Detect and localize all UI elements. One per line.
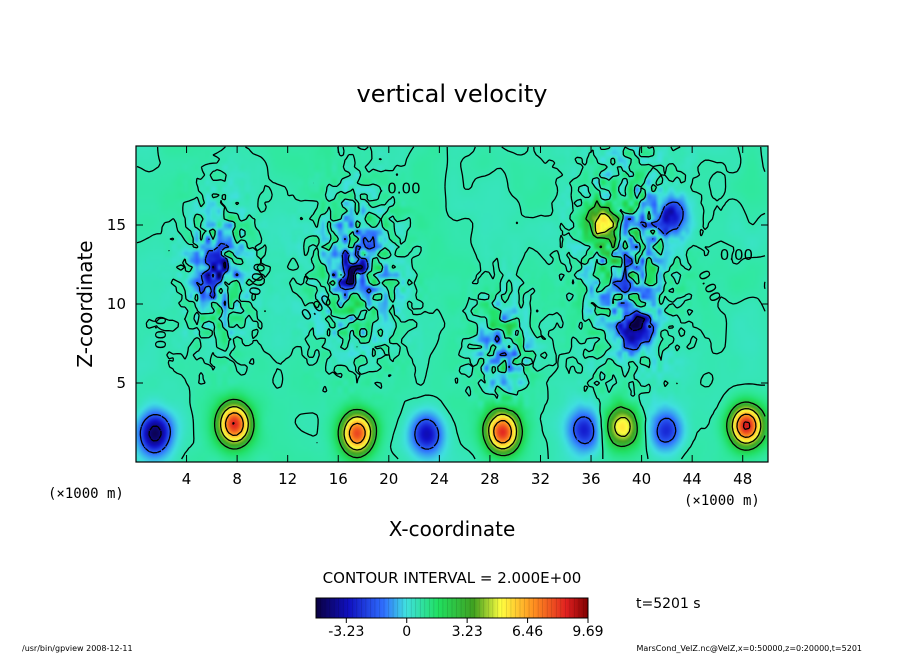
colorbar-ramp [315,597,589,619]
x-tick-label: 40 [632,470,651,488]
x-tick-label: 16 [329,470,348,488]
y-tick-label: 5 [116,374,126,392]
time-label: t=5201 s [636,596,701,612]
colorbar-ticks: -3.23 0 3.23 6.46 9.69 [328,618,604,640]
x-tick-label: 4 [182,470,192,488]
x-tick-label: 32 [531,470,550,488]
x-tick-label: 28 [480,470,499,488]
x-tick-label: 12 [278,470,297,488]
y-axis-label: Z-coordinate [73,240,97,367]
footer-left: /usr/bin/gpview 2008-12-11 [22,644,133,653]
contour-level [224,412,757,445]
contour-lines [136,146,766,460]
contour-level [139,201,684,454]
colorbar-stripes [320,598,584,618]
x-units-left: (×1000 m) [48,486,124,502]
contour-label: 0.00 [246,261,270,297]
colorbar-tick-label: 6.46 [512,624,543,640]
contour-level [219,213,762,451]
x-tick-label: 24 [430,470,449,488]
colorbar-tick-label: -3.23 [328,624,364,640]
contour-label: 0.00 [151,316,169,349]
contour-level [213,200,766,459]
contour-level [148,261,646,442]
y-axis: 5 10 15 [107,216,768,392]
x-tick-label: 44 [683,470,702,488]
x-tick-label: 36 [581,470,600,488]
colorbar-tick-label: 0 [402,624,411,640]
plot-area [136,146,768,462]
footer-right: MarsCond_VelZ.nc@VelZ,x=0:50000,z=0:2000… [637,644,863,653]
x-axis-label: X-coordinate [389,517,516,541]
colorbar-tick-label: 3.23 [452,624,483,640]
colorbar-tick-label: 9.69 [572,624,603,640]
contour-label: 0.00 [720,246,753,264]
x-units-right: (×1000 m) [684,493,760,509]
x-tick-label: 20 [379,470,398,488]
y-tick-label: 15 [107,216,126,234]
x-tick-label: 48 [733,470,752,488]
y-tick-label: 10 [107,295,126,313]
contour-label: 0.00 [387,179,420,197]
x-tick-label: 8 [232,470,242,488]
colorbar: -3.23 0 3.23 6.46 9.69 [315,597,604,640]
contour-interval: CONTOUR INTERVAL = 2.000E+00 [323,569,582,587]
chart-title: vertical velocity [357,80,548,108]
contour-level [232,421,751,431]
x-axis: 4 8 12 16 20 24 28 32 36 40 44 48 [182,146,752,488]
contour-level [136,146,766,460]
